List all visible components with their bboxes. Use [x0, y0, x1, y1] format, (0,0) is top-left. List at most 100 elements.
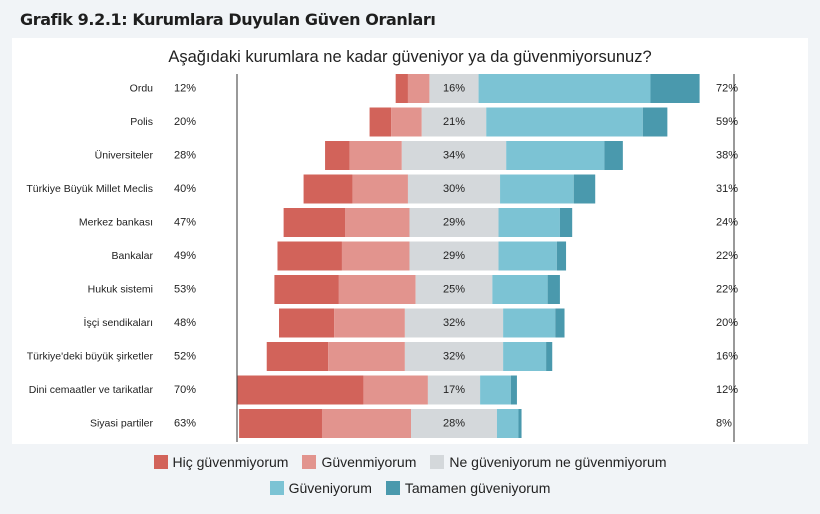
bar-segment-3	[409, 208, 499, 237]
diverging-bar-chart: Ordu 12% 16% 72% Polis 20% 21% 59% Üniversiteler…	[26, 74, 738, 442]
legend-item-hic-guvenmiyorum: Hiç güvenmiyorum	[153, 454, 289, 470]
bar-segment-3	[427, 375, 481, 405]
distrust-total-label: 70%	[174, 384, 196, 396]
legend: Hiç güvenmiyorum Güvenmiyorum Ne güveniy…	[12, 452, 808, 504]
bar-segment-2	[345, 208, 410, 237]
neutral-value-label: 16%	[443, 82, 465, 94]
neutral-value-label: 30%	[443, 183, 465, 195]
legend-label: Ne güveniyorum ne güvenmiyorum	[449, 454, 667, 470]
category-label: Dini cemaatler ve tarikatlar	[29, 384, 154, 396]
category-label: Merkez bankası	[79, 216, 153, 228]
trust-total-label: 72%	[716, 82, 738, 94]
bar-segment-4	[500, 174, 574, 204]
bar-segment-4	[503, 342, 547, 371]
neutral-value-label: 25%	[443, 283, 465, 295]
bar-segment-5	[573, 174, 596, 204]
bar-segment-4	[478, 74, 651, 103]
bar-segment-2	[349, 141, 402, 170]
bar-segment-2	[407, 74, 430, 103]
legend-row-2: Güveniyorum Tamamen güveniyorum	[12, 478, 808, 498]
bar-segment-3	[411, 409, 497, 438]
bar-segment-3	[401, 141, 507, 170]
bar-segment-1	[277, 241, 342, 271]
trust-total-label: 8%	[716, 417, 732, 429]
bar-segment-2	[341, 241, 410, 271]
legend-label: Tamamen güveniyorum	[404, 480, 551, 496]
bar-segment-4	[506, 141, 605, 170]
distrust-total-label: 63%	[174, 417, 196, 429]
distrust-total-label: 52%	[174, 350, 196, 362]
distrust-total-label: 12%	[174, 82, 196, 94]
neutral-value-label: 28%	[443, 417, 465, 429]
bar-segment-5	[547, 275, 560, 304]
legend-item-guvenmiyorum: Güvenmiyorum	[302, 454, 416, 470]
distrust-total-label: 40%	[174, 183, 196, 195]
category-label: Hukuk sistemi	[88, 283, 153, 295]
bar-segment-2	[328, 342, 405, 371]
legend-item-notr: Ne güveniyorum ne güvenmiyorum	[430, 454, 666, 470]
bar-segment-5	[518, 409, 522, 438]
category-label: Türkiye'deki büyük şirketler	[27, 350, 154, 362]
bar-segment-1	[369, 107, 392, 137]
category-label: Siyasi partiler	[90, 417, 154, 429]
neutral-value-label: 32%	[443, 350, 465, 362]
bar-segment-3	[404, 308, 504, 338]
bar-segment-1	[395, 74, 408, 103]
distrust-total-label: 53%	[174, 283, 196, 295]
legend-swatch	[430, 455, 445, 469]
bar-segment-1	[239, 409, 322, 438]
bar-segment-3	[429, 74, 479, 103]
trust-total-label: 22%	[716, 250, 738, 262]
bar-segment-1	[237, 375, 364, 405]
trust-total-label: 38%	[716, 149, 738, 161]
bar-segment-3	[415, 275, 493, 304]
figure-title: Grafik 9.2.1: Kurumlara Duyulan Güven Or…	[20, 10, 436, 29]
neutral-value-label: 17%	[443, 384, 465, 396]
trust-total-label: 24%	[716, 216, 738, 228]
distrust-total-label: 48%	[174, 317, 196, 329]
neutral-value-label: 32%	[443, 317, 465, 329]
chart-title: Aşağıdaki kurumlara ne kadar güveniyor y…	[168, 48, 652, 66]
distrust-total-label: 20%	[174, 116, 196, 128]
legend-swatch	[385, 481, 400, 495]
bar-segment-2	[352, 174, 408, 204]
bar-segment-4	[486, 107, 643, 137]
bar-segment-3	[421, 107, 487, 137]
bar-segment-5	[510, 375, 517, 405]
category-label: İşçi sendikaları	[84, 316, 153, 329]
bar-segment-1	[279, 308, 335, 338]
bar-segment-2	[363, 375, 428, 405]
trust-total-label: 20%	[716, 317, 738, 329]
bar-segment-4	[480, 375, 511, 405]
bar-segment-5	[556, 241, 567, 271]
legend-label: Güvenmiyorum	[321, 454, 417, 470]
bar-segment-2	[321, 409, 412, 438]
trust-total-label: 31%	[716, 183, 738, 195]
legend-item-tamamen-guveniyorum: Tamamen güveniyorum	[385, 480, 551, 496]
bar-segment-1	[283, 208, 346, 237]
bar-segment-3	[407, 174, 501, 204]
legend-swatch	[269, 481, 284, 495]
legend-label: Hiç güvenmiyorum	[172, 454, 289, 470]
neutral-value-label: 34%	[443, 149, 465, 161]
bar-segment-5	[555, 308, 565, 338]
distrust-total-label: 47%	[174, 216, 196, 228]
bar-segment-2	[338, 275, 416, 304]
neutral-value-label: 29%	[443, 250, 465, 262]
distrust-total-label: 28%	[174, 149, 196, 161]
trust-total-label: 16%	[716, 350, 738, 362]
bar-segment-5	[559, 208, 573, 237]
bar-segment-1	[274, 275, 339, 304]
legend-row-1: Hiç güvenmiyorum Güvenmiyorum Ne güveniy…	[12, 452, 808, 472]
trust-total-label: 12%	[716, 384, 738, 396]
chart-panel: Aşağıdaki kurumlara ne kadar güveniyor y…	[12, 38, 808, 444]
bar-segment-4	[498, 241, 557, 271]
trust-total-label: 22%	[716, 283, 738, 295]
bar-segment-4	[492, 275, 548, 304]
bar-segment-2	[334, 308, 405, 338]
bar-segment-4	[496, 409, 519, 438]
category-label: Ordu	[130, 82, 154, 94]
category-label: Üniversiteler	[95, 149, 154, 161]
legend-label: Güveniyorum	[288, 480, 372, 496]
bar-segment-4	[503, 308, 556, 338]
